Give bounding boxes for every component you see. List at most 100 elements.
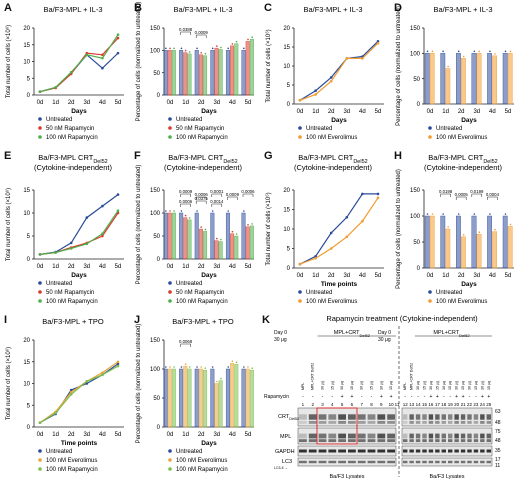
lane-number: 8: [370, 402, 373, 407]
x-axis-label: Days: [201, 440, 217, 447]
blot-band: [367, 420, 376, 424]
y-tick-label: 10: [23, 382, 30, 388]
legend-label: 100 nM Rapamycin: [176, 467, 228, 473]
rapamycin-sign: +: [341, 394, 344, 400]
rapamycin-row-label: Rapamycin: [264, 394, 289, 400]
legend-label: Untreated: [176, 449, 202, 455]
data-point: [101, 234, 104, 238]
bar-point: [235, 233, 238, 235]
data-point: [85, 382, 89, 385]
blot-band: [409, 449, 414, 453]
blot-band: [486, 439, 491, 443]
panel-label-a: A: [4, 2, 12, 14]
footer-right: Ba/F3 Lysates: [430, 474, 465, 480]
bar-point: [447, 65, 449, 68]
legend-label: 50 nM Rapamycin: [176, 290, 224, 296]
data-point: [116, 51, 120, 55]
chart-title-subscript: Del52: [223, 159, 237, 165]
y-tick-label: 5: [287, 83, 291, 89]
mw-marker: 35: [495, 448, 501, 454]
blot-band: [428, 460, 434, 464]
bar-point: [196, 47, 198, 50]
x-tick-label: 1d: [182, 100, 189, 106]
blot-strip: [401, 457, 493, 467]
bar: [241, 50, 246, 96]
day0-label: Day 0: [274, 330, 287, 336]
data-point: [101, 56, 104, 60]
chart-title-main: Ba/F3-MPL + IL-3: [303, 5, 362, 14]
panel-label-k: K: [262, 314, 270, 326]
y-tick-label: 10: [283, 227, 290, 233]
blot-band: [454, 460, 459, 464]
bar: [167, 50, 172, 96]
blot-band: [428, 433, 434, 439]
bar: [210, 212, 215, 260]
bar: [194, 50, 199, 96]
p-value-label: 0.0006: [241, 189, 255, 194]
bar: [163, 368, 168, 428]
bar-point: [442, 50, 444, 53]
bar-point: [188, 366, 191, 368]
blot-band: [454, 433, 459, 439]
blot-band: [318, 414, 327, 420]
bar-point: [200, 52, 202, 54]
x-tick-label: 1d: [182, 432, 189, 438]
lane-condition-label: MPL+CRT Del52: [410, 363, 414, 390]
bar: [492, 231, 498, 269]
blot-strip: [401, 427, 493, 445]
blot-band: [435, 449, 440, 453]
rapamycin-sign: +: [487, 394, 490, 400]
bar: [171, 50, 176, 96]
blot-band: [415, 420, 421, 424]
y-tick-label: 0: [417, 102, 421, 108]
x-tick-label: 1d: [312, 109, 319, 115]
bar-point: [231, 360, 234, 362]
x-tick-label: 3d: [343, 109, 350, 115]
western-blot-panel: Rapamycin treatment (Cytokine-independen…: [264, 314, 501, 480]
bar: [424, 53, 430, 105]
bar: [187, 219, 192, 260]
blot-band: [328, 449, 337, 453]
bar-point: [431, 50, 434, 53]
blot-band: [428, 420, 434, 424]
bar-point: [227, 47, 230, 50]
blot-band: [467, 433, 472, 439]
y-tick-label: 15: [23, 188, 30, 194]
blot-band: [348, 439, 356, 443]
bar-point: [200, 366, 202, 368]
x-tick-label: 4d: [229, 100, 236, 106]
blot-band: [454, 420, 459, 424]
y-axis-label: Total number of cells (×10⁶): [5, 347, 12, 420]
mw-marker: 63: [495, 409, 501, 415]
y-tick-label: 0: [27, 425, 31, 431]
data-point: [116, 33, 120, 36]
y-axis-label: Percentage of cells (normalized to untre…: [136, 324, 142, 444]
legend-marker: [38, 290, 42, 294]
lane-condition-label: 30 μg: [360, 381, 364, 390]
group-header: MPL+CRTDel52: [334, 330, 371, 338]
p-value-label: 0.0004: [486, 192, 500, 197]
data-point: [361, 192, 364, 196]
bar-point: [184, 363, 187, 365]
bar-point: [165, 47, 167, 50]
chart-title: Ba/F3-MPL + IL-3: [173, 5, 232, 14]
chart-title: Ba/F3-MPL CRTDel52: [38, 153, 107, 165]
bar-point: [231, 230, 234, 233]
bar-point: [188, 217, 191, 219]
lane-condition-label: 15 μg: [448, 381, 452, 390]
bar-point: [457, 50, 460, 53]
chart-b: Ba/F3-MPL + IL-3 Percentage of cells (nor…: [136, 2, 254, 141]
group-header-main: MPL+CRT: [334, 330, 360, 336]
significance-bracket: [227, 196, 238, 200]
blot-band: [428, 449, 434, 453]
data-point: [329, 79, 333, 83]
x-tick-label: 4d: [99, 264, 106, 270]
bar: [249, 38, 254, 96]
rapamycin-sign: +: [462, 394, 465, 400]
blot-band: [480, 439, 485, 443]
p-value-label: 0.0009: [226, 192, 240, 197]
blot-band: [308, 414, 317, 420]
x-tick-label: 0d: [167, 432, 174, 438]
x-axis-label: Days: [461, 281, 477, 288]
blot-label-lc3-ii: LC3-II →: [274, 466, 288, 470]
